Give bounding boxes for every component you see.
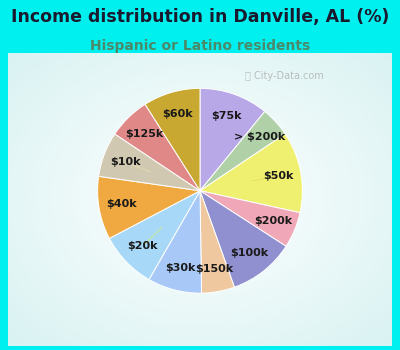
- Text: $40k: $40k: [106, 199, 137, 209]
- Text: $30k: $30k: [165, 263, 195, 273]
- Wedge shape: [115, 104, 200, 191]
- Wedge shape: [200, 134, 302, 213]
- Text: $150k: $150k: [195, 264, 233, 274]
- Text: ⓘ City-Data.com: ⓘ City-Data.com: [245, 71, 324, 81]
- Text: $100k: $100k: [230, 248, 269, 258]
- Wedge shape: [200, 111, 285, 191]
- Text: $75k: $75k: [212, 111, 242, 120]
- Wedge shape: [200, 191, 234, 293]
- Text: $60k: $60k: [162, 109, 193, 119]
- Wedge shape: [145, 88, 200, 191]
- Wedge shape: [99, 134, 200, 191]
- Text: $125k: $125k: [125, 129, 163, 139]
- Wedge shape: [109, 191, 200, 280]
- Wedge shape: [200, 88, 265, 191]
- Text: $50k: $50k: [263, 171, 294, 181]
- Text: $200k: $200k: [255, 216, 293, 226]
- Text: $20k: $20k: [127, 241, 158, 251]
- Wedge shape: [200, 191, 286, 287]
- Wedge shape: [200, 191, 300, 246]
- Text: Hispanic or Latino residents: Hispanic or Latino residents: [90, 39, 310, 53]
- Text: $10k: $10k: [110, 157, 141, 167]
- Wedge shape: [98, 176, 200, 238]
- Wedge shape: [149, 191, 202, 293]
- Text: Income distribution in Danville, AL (%): Income distribution in Danville, AL (%): [11, 8, 389, 26]
- Text: > $200k: > $200k: [234, 132, 285, 142]
